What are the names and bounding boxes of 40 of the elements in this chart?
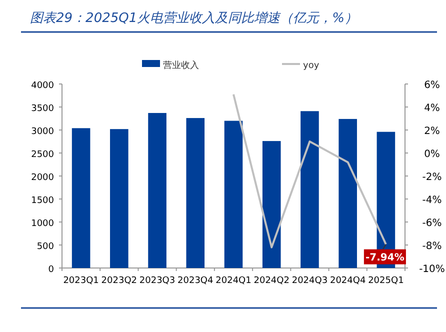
data-label: -7.94% bbox=[366, 252, 404, 264]
bar bbox=[338, 118, 357, 268]
y-tick-label: 0 bbox=[48, 265, 54, 275]
x-tick-label: 2023Q2 bbox=[101, 276, 138, 286]
line-series bbox=[232, 93, 387, 248]
x-tick-label: 2023Q4 bbox=[178, 276, 214, 286]
y2-tick-label: 4% bbox=[424, 103, 440, 114]
x-tick-label: 2024Q1 bbox=[216, 276, 252, 286]
y2-tick-label: 0% bbox=[424, 149, 440, 160]
bar bbox=[186, 118, 205, 268]
y2-tick-label: 2% bbox=[424, 126, 440, 137]
x-tick-label: 2025Q1 bbox=[368, 276, 404, 286]
y-tick-label: 1500 bbox=[31, 196, 54, 206]
legend-label: 营业收入 bbox=[163, 60, 199, 71]
bar bbox=[148, 112, 166, 268]
bar bbox=[224, 120, 243, 268]
x-tick-label: 2023Q3 bbox=[139, 276, 176, 286]
y-tick-label: 4000 bbox=[31, 81, 54, 91]
y-tick-label: 1000 bbox=[31, 219, 54, 229]
x-tick-label: 2023Q1 bbox=[63, 276, 99, 286]
bar bbox=[300, 111, 319, 268]
chart-title: 图表29：2025Q1火电营业收入及同比增速（亿元，%） bbox=[30, 11, 358, 26]
x-tick-label: 2024Q3 bbox=[292, 276, 328, 286]
y2-tick-label: 6% bbox=[424, 80, 440, 91]
y-tick-label: 2000 bbox=[31, 173, 54, 183]
y2-tick-label: -4% bbox=[422, 195, 442, 206]
y-tick-label: 2500 bbox=[31, 150, 54, 160]
bar bbox=[262, 141, 281, 268]
legend-label: yoy bbox=[303, 61, 320, 71]
y-tick-label: 3000 bbox=[31, 127, 54, 137]
y-tick-label: 3500 bbox=[31, 104, 54, 114]
y2-tick-label: -6% bbox=[422, 218, 442, 229]
bar bbox=[110, 129, 128, 268]
y2-tick-label: -2% bbox=[422, 172, 442, 183]
y2-tick-label: -10% bbox=[419, 264, 445, 275]
x-tick-label: 2024Q2 bbox=[254, 276, 290, 286]
bar bbox=[72, 128, 90, 268]
x-tick-label: 2024Q4 bbox=[330, 276, 366, 286]
y2-tick-label: -8% bbox=[422, 241, 442, 252]
y-tick-label: 500 bbox=[36, 242, 54, 252]
